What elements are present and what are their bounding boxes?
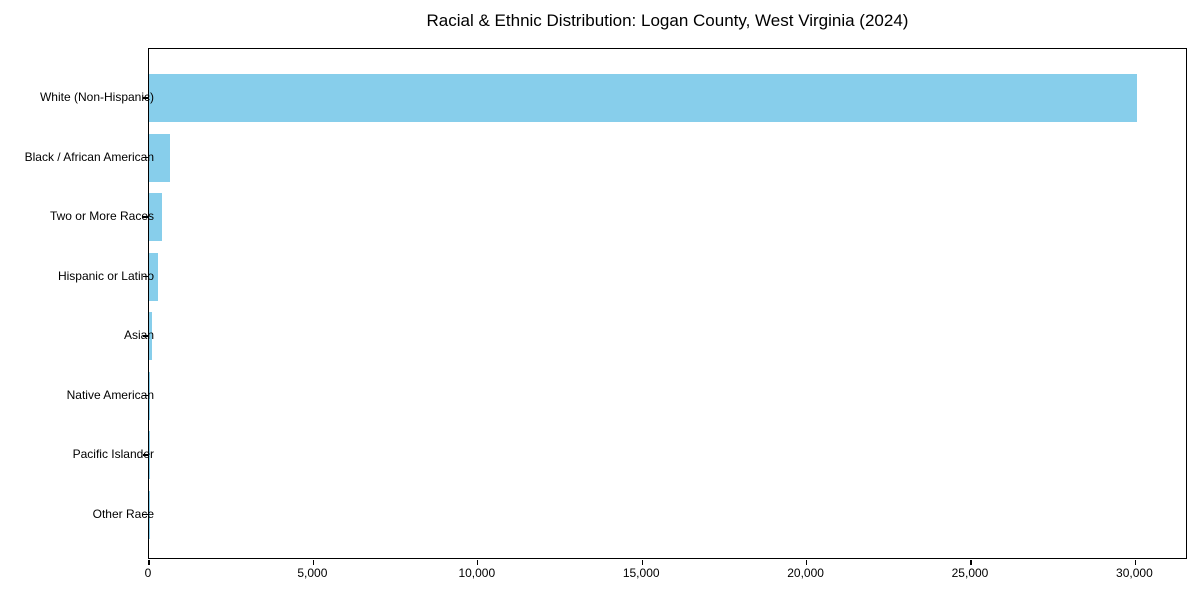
bar-hispanic-or-latino [149,252,158,301]
x-axis-tick [805,560,808,565]
y-axis-label: White (Non-Hispanic) [39,90,154,104]
x-axis-tick-label: 10,000 [458,566,496,580]
y-axis-label: Native American [66,387,154,402]
y-axis-label: Black / African American [24,149,154,164]
bar-native-american [149,371,150,420]
bar-black-african-american [149,133,171,182]
y-axis-label: Pacific Islander [72,447,154,461]
x-axis-tick-label: 0 [144,566,152,580]
chart-title: Racial & Ethnic Distribution: Logan Coun… [426,11,909,30]
y-axis-tick [143,454,148,456]
x-axis-tick [312,560,314,565]
y-axis-tick [143,97,148,99]
x-axis-tick [148,560,150,565]
y-axis-tick [143,513,148,516]
y-axis-label: Two or More Races [49,209,154,223]
y-axis-label: Other Race [92,506,154,521]
bar-two-or-more-races [149,193,163,241]
x-axis-tick [641,560,643,565]
y-axis-tick [143,156,148,159]
plot-area [143,48,1187,565]
y-axis-tick [143,216,148,218]
x-axis-tick-label: 25,000 [951,566,989,580]
x-axis-tick [477,560,479,565]
x-axis-tick [1134,560,1136,565]
y-axis-tick [143,335,148,337]
x-axis-tick [970,560,972,565]
y-axis-tick [143,275,148,278]
bar-white-non-hispanic [149,74,1138,122]
x-axis-tick-label: 20,000 [787,566,824,580]
x-axis-tick-label: 30,000 [1116,566,1153,580]
x-axis-tick-label: 5,000 [297,566,328,580]
x-axis-tick-label: 15,000 [622,566,660,580]
y-axis-label: Asian [123,328,154,342]
y-axis-tick [143,394,148,397]
bar-asian [149,312,152,360]
y-axis-label: Hispanic or Latino [57,268,154,283]
